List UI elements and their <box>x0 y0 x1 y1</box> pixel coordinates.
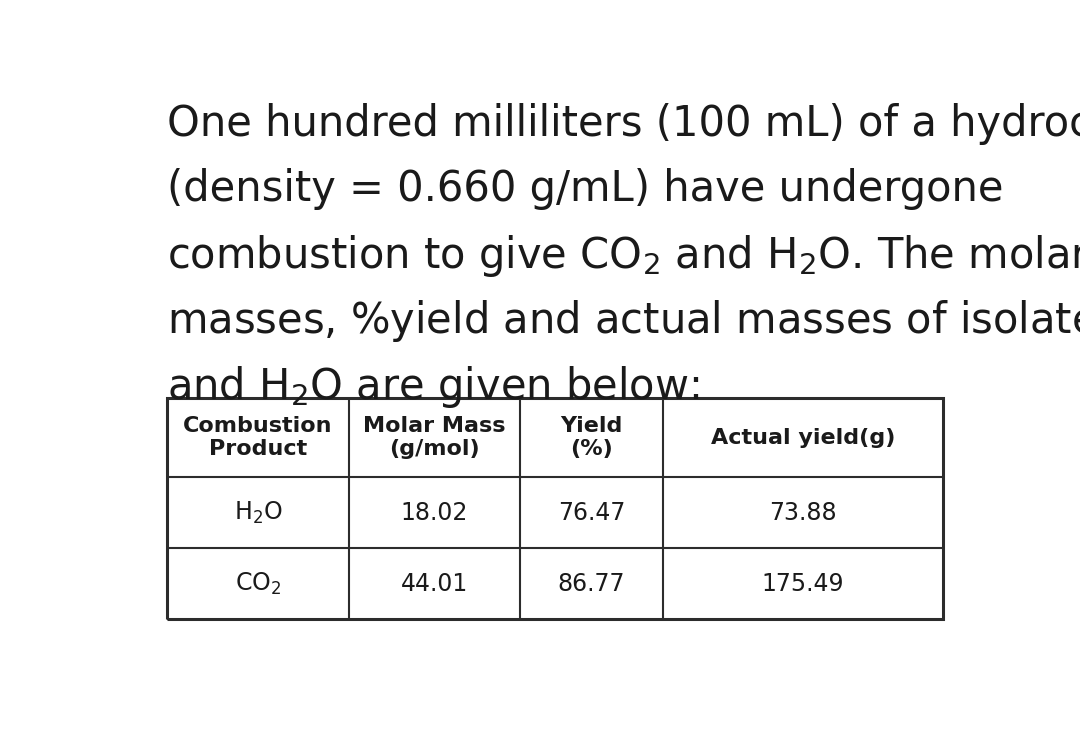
Text: combustion to give CO$_2$ and H$_2$O. The molar: combustion to give CO$_2$ and H$_2$O. Th… <box>166 233 1080 279</box>
Text: and H$_2$O are given below:: and H$_2$O are given below: <box>166 363 699 410</box>
Text: One hundred milliliters (100 mL) of a hydrocarbon: One hundred milliliters (100 mL) of a hy… <box>166 102 1080 144</box>
Text: 175.49: 175.49 <box>761 572 845 595</box>
Text: Molar Mass
(g/mol): Molar Mass (g/mol) <box>363 416 505 459</box>
Text: (density = 0.660 g/mL) have undergone: (density = 0.660 g/mL) have undergone <box>166 168 1003 210</box>
Text: 44.01: 44.01 <box>401 572 468 595</box>
Text: Yield
(%): Yield (%) <box>561 416 623 459</box>
Text: 76.47: 76.47 <box>558 501 625 525</box>
Text: masses, %yield and actual masses of isolated CO$_2$: masses, %yield and actual masses of isol… <box>166 298 1080 344</box>
Text: Actual yield(g): Actual yield(g) <box>711 427 895 447</box>
Text: 18.02: 18.02 <box>401 501 468 525</box>
Text: 73.88: 73.88 <box>769 501 837 525</box>
Text: 86.77: 86.77 <box>558 572 625 595</box>
Text: CO$_2$: CO$_2$ <box>234 570 281 597</box>
Text: Combustion
Product: Combustion Product <box>184 416 333 459</box>
Text: H$_2$O: H$_2$O <box>233 500 282 526</box>
